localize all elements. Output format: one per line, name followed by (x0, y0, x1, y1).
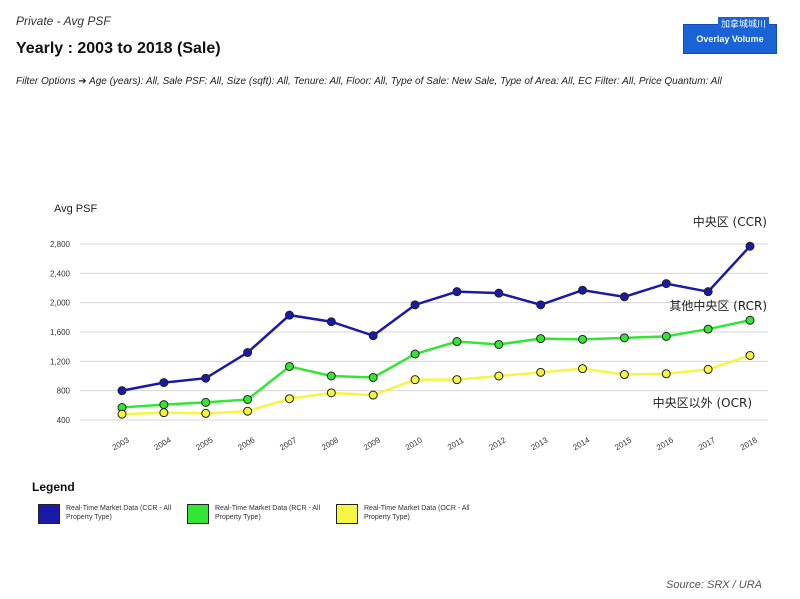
x-tick-label: 2010 (404, 435, 424, 452)
data-point (243, 348, 253, 358)
data-point (452, 375, 462, 385)
data-point (703, 364, 713, 374)
legend-label-ocr: Real-Time Market Data (OCR - All Propert… (364, 505, 470, 521)
data-point (284, 310, 294, 320)
data-point (117, 386, 127, 396)
data-point (619, 333, 629, 343)
legend-item-ocr: Real-Time Market Data (OCR - All Propert… (336, 504, 479, 524)
data-point (661, 279, 671, 289)
data-point (368, 390, 378, 400)
data-point (410, 375, 420, 385)
x-tick-label: 2007 (278, 435, 298, 452)
legend-swatch-ccr (38, 504, 60, 524)
data-point (326, 371, 336, 381)
data-point (745, 241, 755, 251)
legend-swatch-rcr (187, 504, 209, 524)
data-point (745, 315, 755, 325)
data-point (494, 339, 504, 349)
x-tick-label: 2003 (111, 435, 131, 452)
data-point (243, 406, 253, 416)
x-tick-label: 2011 (446, 435, 466, 452)
series-line (121, 245, 751, 392)
data-point (619, 292, 629, 302)
data-point (703, 287, 713, 297)
data-point (452, 287, 462, 297)
series-line (121, 354, 751, 416)
series-line (121, 319, 751, 409)
data-point (368, 372, 378, 382)
data-point (284, 394, 294, 404)
x-tick-label: 2009 (362, 435, 382, 452)
x-tick-label: 2008 (320, 435, 340, 452)
x-tick-label: 2015 (613, 435, 633, 452)
x-tick-label: 2014 (571, 435, 591, 452)
y-tick-label: 1,600 (50, 328, 71, 337)
legend-item-ccr: Real-Time Market Data (CCR - All Propert… (38, 504, 181, 524)
data-point (536, 334, 546, 344)
data-point (201, 397, 211, 407)
data-point (159, 408, 169, 418)
x-tick-label: 2004 (153, 435, 173, 452)
data-point (410, 349, 420, 359)
x-tick-label: 2012 (488, 435, 508, 452)
data-point (452, 337, 462, 347)
data-point (284, 361, 294, 371)
y-tick-label: 2,000 (50, 299, 71, 308)
series-annotation: 其他中央区 (RCR) (669, 298, 767, 313)
data-point (745, 350, 755, 360)
data-point (661, 331, 671, 341)
data-point (494, 288, 504, 298)
page-title: Yearly : 2003 to 2018 (Sale) (16, 40, 221, 57)
x-tick-label: 2017 (697, 435, 717, 452)
data-point (661, 369, 671, 379)
data-point (494, 371, 504, 381)
data-point (368, 331, 378, 341)
data-point (578, 334, 588, 344)
x-tick-label: 2005 (195, 435, 215, 452)
y-axis-label: Avg PSF (54, 203, 97, 215)
legend-swatch-ocr (336, 504, 358, 524)
x-tick-label: 2016 (655, 435, 675, 452)
data-point (159, 378, 169, 388)
data-point (703, 324, 713, 334)
x-tick-label: 2006 (236, 435, 256, 452)
legend-label-ccr: Real-Time Market Data (CCR - All Propert… (66, 505, 172, 521)
data-point (578, 364, 588, 374)
data-point (117, 409, 127, 419)
filter-options: Filter Options ➔ Age (years): All, Sale … (16, 76, 722, 87)
x-tick-label: 2013 (529, 435, 549, 452)
y-tick-label: 1,200 (50, 357, 71, 366)
series-annotation: 中央区 (CCR) (693, 214, 767, 229)
chart-subtitle: Private - Avg PSF (16, 14, 111, 28)
data-point (578, 285, 588, 295)
source-credit: Source: SRX / URA (666, 579, 762, 591)
data-point (201, 408, 211, 418)
data-point (243, 394, 253, 404)
y-tick-label: 2,400 (50, 269, 71, 278)
data-point (201, 373, 211, 383)
legend-label-rcr: Real-Time Market Data (RCR - All Propert… (215, 505, 321, 521)
legend-title: Legend (32, 480, 75, 494)
data-point (410, 300, 420, 310)
data-point (536, 367, 546, 377)
y-tick-label: 400 (57, 416, 71, 425)
line-chart: Avg PSF 400 800 1,200 1,600 2,000 2,400 2,800 20… (50, 203, 768, 452)
data-point (536, 300, 546, 310)
y-tick-label: 800 (57, 387, 71, 396)
legend-item-rcr: Real-Time Market Data (RCR - All Propert… (187, 504, 330, 524)
data-point (159, 400, 169, 410)
y-tick-label: 2,800 (50, 240, 71, 249)
data-point (326, 317, 336, 327)
overlay-tag: 加拿城城川 (718, 17, 770, 30)
series-annotation: 中央区以外 (OCR) (653, 395, 752, 410)
x-tick-label: 2018 (739, 435, 759, 452)
data-point (619, 370, 629, 380)
data-point (326, 388, 336, 398)
